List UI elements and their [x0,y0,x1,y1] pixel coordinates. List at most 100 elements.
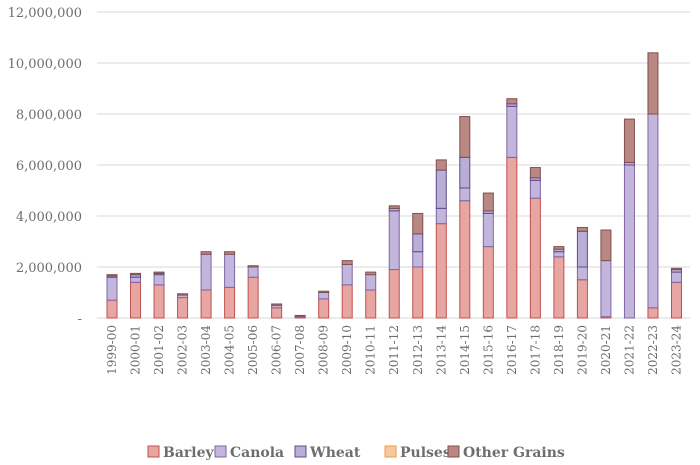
x-tick-label: 2006-07 [270,325,284,375]
x-tick-label: 2002-03 [176,325,190,375]
bar-segment [670,267,682,271]
bar-segment [177,293,189,296]
bar-segment [224,253,236,288]
bar-segment [153,271,165,274]
bar-segment [435,207,447,225]
bar-segment [247,266,259,278]
bar-segment [553,246,565,250]
y-tick-label: - [78,312,82,327]
bar-segment [600,229,612,262]
bar-segment [247,276,259,319]
bar-segment [130,276,142,283]
x-tick-label: 2005-06 [246,325,260,375]
x-tick-label: 2021-22 [622,325,636,375]
x-tick-label: 2011-12 [387,325,401,375]
y-tick-label: 10,000,000 [8,57,82,72]
bar-segment [224,251,236,255]
bar-segment [130,272,142,276]
bar-segment [412,251,424,268]
legend-swatch [294,445,307,458]
legend-label: Wheat [309,445,361,461]
bar-segment [341,263,353,286]
bar-segment [435,223,447,319]
bar-segment [600,260,612,318]
y-tick-label: 4,000,000 [16,210,82,225]
bar-segment [106,274,118,277]
legend-label: Canola [230,445,284,461]
bar-segment [506,105,518,158]
bar-segment [412,233,424,253]
bar-segment [388,269,400,319]
bar-segment [130,281,142,319]
bar-segment [153,274,165,286]
x-tick-label: 2017-18 [528,325,542,375]
bar-segment [647,52,659,115]
bar-segment [506,98,518,105]
y-tick-label: 2,000,000 [16,261,82,276]
bar-segment [106,299,118,319]
bar-segment [294,314,306,317]
bar-segment [459,156,471,189]
bar-segment [435,159,447,171]
bar-segment [224,286,236,319]
x-tick-label: 2020-21 [599,325,613,375]
bar-segment [482,192,494,212]
bar-segment [388,210,400,271]
bar-segment [341,284,353,319]
bar-segment [529,179,541,199]
x-tick-label: 2023-24 [669,325,683,375]
bar-segment [318,290,330,294]
x-tick-label: 2014-15 [458,325,472,375]
bar-segment [200,253,212,291]
bar-segment [365,289,377,319]
bars [106,52,682,319]
bar-segment [529,167,541,179]
bar-segment [435,169,447,209]
x-tick-label: 2004-05 [223,325,237,375]
bar-segment [647,307,659,319]
bar-segment [670,281,682,319]
bar-segment [576,279,588,319]
x-tick-label: 2001-02 [152,325,166,375]
x-tick-label: 2009-10 [340,325,354,375]
x-tick-label: 2012-13 [411,325,425,375]
bar-segment [247,265,259,268]
bar-segment [482,246,494,319]
x-tick-label: 1999-00 [105,325,119,375]
bar-segment [365,271,377,276]
x-tick-label: 2019-20 [575,325,589,375]
bar-segment [623,118,635,163]
bar-segment [341,260,353,265]
bar-segment [412,266,424,319]
x-axis-tick-labels: 1999-00 2000-01 2001-02 2002-03 2003-04 2004-… [105,325,683,375]
bar-segment [200,251,212,255]
legend-label: Pulses [400,445,451,461]
bar-segment [576,266,588,281]
bar-segment [271,303,283,306]
bar-segment [412,212,424,235]
bar-segment [506,156,518,319]
bar-segment [647,113,659,309]
bar-segment [388,205,400,209]
bar-segment [200,289,212,319]
bar-segment [576,230,588,268]
bar-segment [529,197,541,319]
legend-swatch [214,445,227,458]
x-tick-label: 2022-23 [646,325,660,375]
bar-segment [318,292,330,300]
legend-swatch [147,445,160,458]
bar-segment [576,226,588,232]
bar-segment [553,256,565,319]
legend-label: Other Grains [463,445,565,461]
y-tick-label: 6,000,000 [16,159,82,174]
x-tick-label: 2010-11 [364,325,378,375]
bar-segment [318,298,330,319]
y-axis-tick-labels: - 2,000,000 4,000,000 6,000,000 8,000,000 10,… [8,6,82,327]
bar-segment [553,251,565,258]
x-tick-label: 2013-14 [434,325,448,375]
bar-segment [177,297,189,319]
y-tick-label: 12,000,000 [8,6,82,21]
x-tick-label: 2003-04 [199,325,213,375]
